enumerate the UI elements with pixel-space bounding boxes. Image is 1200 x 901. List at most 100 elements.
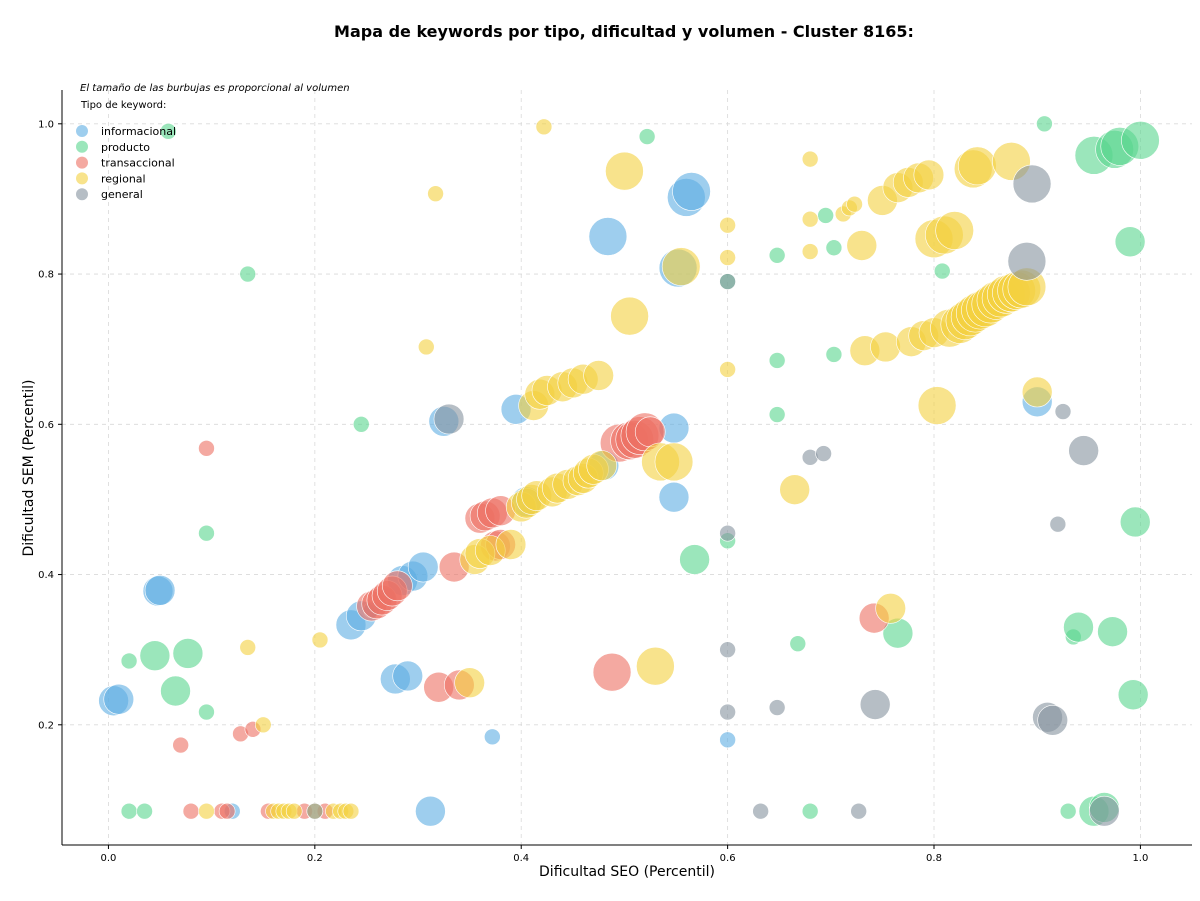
- series-regional: [198, 118, 1053, 820]
- bubble-producto: [1097, 616, 1128, 647]
- bubble-regional: [846, 230, 878, 261]
- bubble-regional: [801, 243, 819, 260]
- bubble-regional: [654, 442, 694, 482]
- bubble-producto: [160, 675, 191, 707]
- bubble-informacional: [658, 481, 690, 513]
- bubble-producto: [679, 544, 710, 575]
- bubble-regional: [719, 361, 736, 378]
- bubble-general: [1054, 403, 1072, 420]
- bubble-regional: [417, 338, 435, 356]
- bubble-producto: [789, 635, 807, 652]
- bubble-producto: [1063, 611, 1094, 643]
- bubble-general: [859, 689, 891, 720]
- bubble-general: [719, 524, 736, 542]
- y-tick-label: 0.4: [38, 570, 54, 581]
- bubble-regional: [779, 474, 810, 505]
- bubble-producto: [120, 652, 138, 670]
- bubble-regional: [254, 716, 272, 734]
- bubble-general: [719, 641, 736, 658]
- legend-label-regional: regional: [101, 172, 146, 185]
- bubble-regional: [285, 802, 303, 820]
- series-producto: [120, 115, 1160, 827]
- legend-label-informacional: informacional: [101, 125, 176, 138]
- bubble-informacional: [407, 551, 439, 583]
- bubble-regional: [917, 386, 957, 425]
- bubble-regional: [495, 529, 527, 560]
- legend-label-transaccional: transaccional: [101, 157, 175, 170]
- bubble-informacional: [484, 728, 501, 746]
- x-tick-label: 0.2: [307, 853, 323, 864]
- bubble-producto: [352, 416, 370, 433]
- bubble-producto: [825, 239, 843, 257]
- bubble-regional: [427, 185, 444, 202]
- legend-marker-general: [76, 188, 88, 201]
- bubble-informacional: [144, 575, 176, 606]
- bubble-general: [433, 403, 465, 435]
- bubble-producto: [198, 524, 215, 542]
- bubble-transaccional: [592, 652, 632, 692]
- bubbles: [98, 115, 1160, 827]
- legend-title: Tipo de keyword:: [80, 100, 166, 111]
- bubble-regional: [583, 360, 614, 391]
- bubble-producto: [159, 123, 177, 140]
- bubble-general: [768, 699, 786, 716]
- bubble-producto: [136, 802, 153, 820]
- bubble-regional: [342, 802, 360, 820]
- x-tick-label: 1.0: [1132, 853, 1148, 864]
- legend-items: informacional producto transaccional region…: [76, 125, 176, 201]
- y-ticks: 0.2 0.4 0.6 0.8 1.0: [38, 119, 62, 731]
- x-tick-label: 0.8: [926, 853, 942, 864]
- bubble-producto: [1036, 115, 1053, 133]
- bubble-producto: [1119, 506, 1151, 538]
- bubble-general: [1007, 241, 1047, 281]
- bubble-regional: [311, 631, 329, 649]
- bubble-regional: [958, 146, 997, 186]
- bubble-general: [1012, 164, 1052, 204]
- bubble-general: [719, 703, 736, 721]
- bubble-informacional: [392, 660, 424, 692]
- bubble-producto: [172, 638, 204, 669]
- bubble-regional: [198, 802, 215, 820]
- bubble-producto: [239, 265, 257, 283]
- bubble-general: [1088, 795, 1120, 827]
- axes: [61, 90, 1192, 846]
- bubble-producto: [1114, 226, 1146, 258]
- bubble-regional: [801, 210, 819, 228]
- bubble-producto: [801, 802, 819, 820]
- bubble-transaccional: [198, 440, 215, 457]
- bubble-transaccional: [634, 416, 666, 448]
- bubble-informacional: [103, 683, 135, 715]
- x-ticks: 0.0 0.2 0.4 0.6 0.8 1.0: [100, 845, 1148, 864]
- bubble-regional: [535, 118, 553, 136]
- bubble-regional: [636, 646, 675, 686]
- bubble-regional: [913, 159, 945, 191]
- bubble-informacional: [672, 172, 711, 211]
- legend-marker-informacional: [76, 125, 88, 137]
- bubble-transaccional: [182, 802, 200, 820]
- grid: [62, 90, 1192, 845]
- bubble-regional: [935, 211, 974, 250]
- bubble-producto: [768, 352, 786, 369]
- bubble-regional: [846, 195, 863, 213]
- legend-label-general: general: [101, 188, 143, 201]
- bubble-general: [306, 802, 324, 820]
- bubble-general: [1037, 704, 1068, 736]
- bubble-regional: [719, 216, 736, 234]
- bubble-general: [1049, 515, 1067, 533]
- bubble-regional: [870, 331, 901, 363]
- bubble-producto: [1059, 802, 1077, 820]
- bubble-regional: [586, 450, 618, 481]
- bubble-transaccional: [172, 736, 189, 754]
- bubble-regional: [454, 667, 485, 699]
- bubble-regional: [661, 247, 701, 286]
- series-transaccional: [172, 412, 890, 820]
- legend: El tamaño de las burbujas es proporciona…: [76, 83, 350, 201]
- bubble-regional: [719, 249, 736, 266]
- y-tick-label: 0.6: [38, 420, 54, 431]
- bubble-producto: [768, 406, 786, 423]
- bubble-regional: [239, 639, 257, 656]
- bubble-producto: [638, 128, 656, 145]
- x-tick-label: 0.0: [100, 853, 116, 864]
